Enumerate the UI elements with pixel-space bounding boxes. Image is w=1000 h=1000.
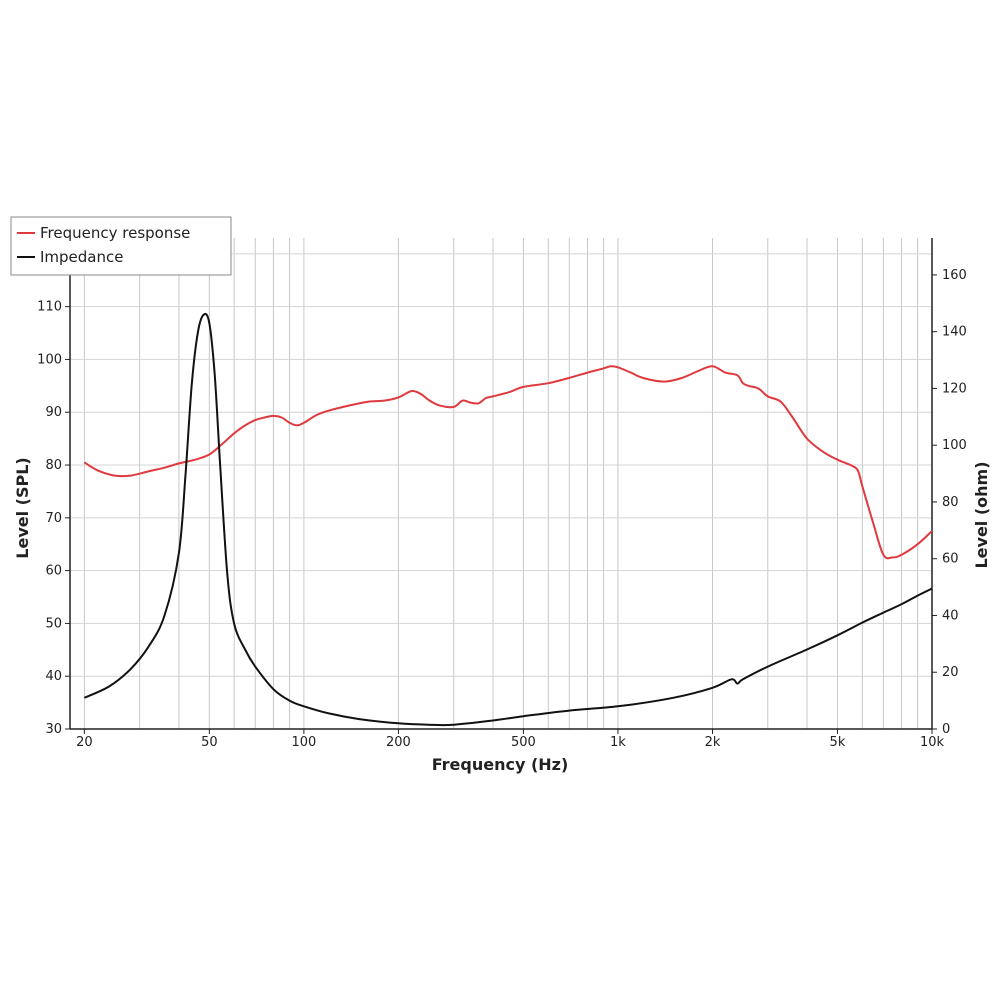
- x-tick-label: 5k: [830, 735, 846, 750]
- y-axis-title-left: Level (SPL): [13, 457, 32, 558]
- y-tick-label-left: 50: [45, 616, 62, 631]
- series-lines: [83, 312, 933, 727]
- y-tick-label-right: 140: [942, 325, 967, 340]
- y-tick-label-right: 80: [942, 495, 959, 510]
- y-tick-label-right: 100: [942, 438, 967, 453]
- x-tick-label: 1k: [610, 735, 626, 750]
- series-line-frequency-response: [83, 365, 933, 560]
- y-tick-label-left: 40: [45, 669, 62, 684]
- y-tick-label-left: 110: [37, 300, 62, 315]
- tick-labels: 3040506070809010011012002040608010012014…: [37, 247, 967, 750]
- axes: [65, 238, 937, 734]
- x-tick-label: 100: [291, 735, 316, 750]
- grid: [70, 238, 933, 730]
- x-axis-title: Frequency (Hz): [432, 755, 569, 774]
- legend-box: [10, 216, 232, 276]
- x-tick-label: 500: [511, 735, 536, 750]
- y-tick-label-left: 60: [45, 564, 62, 579]
- x-tick-label: 10k: [920, 735, 945, 750]
- y-tick-label-right: 20: [942, 665, 959, 680]
- series-line-impedance: [83, 312, 933, 727]
- x-tick-label: 20: [76, 735, 93, 750]
- y-tick-label-right: 120: [942, 381, 967, 396]
- x-tick-label: 2k: [705, 735, 721, 750]
- legend-label-frequency-response: Frequency response: [40, 224, 190, 242]
- legend: Frequency response Impedance: [10, 216, 232, 276]
- x-tick-label: 50: [201, 735, 218, 750]
- x-tick-label: 200: [386, 735, 411, 750]
- y-axis-title-right: Level (ohm): [972, 461, 991, 568]
- y-tick-label-left: 80: [45, 458, 62, 473]
- legend-label-impedance: Impedance: [40, 248, 123, 266]
- y-tick-label-right: 0: [942, 722, 950, 737]
- y-tick-label-left: 100: [37, 352, 62, 367]
- y-tick-label-right: 160: [942, 268, 967, 283]
- y-tick-label-right: 40: [942, 608, 959, 623]
- y-tick-label-left: 30: [45, 722, 62, 737]
- y-tick-label-left: 70: [45, 511, 62, 526]
- y-tick-label-left: 90: [45, 405, 62, 420]
- y-tick-label-right: 60: [942, 552, 959, 567]
